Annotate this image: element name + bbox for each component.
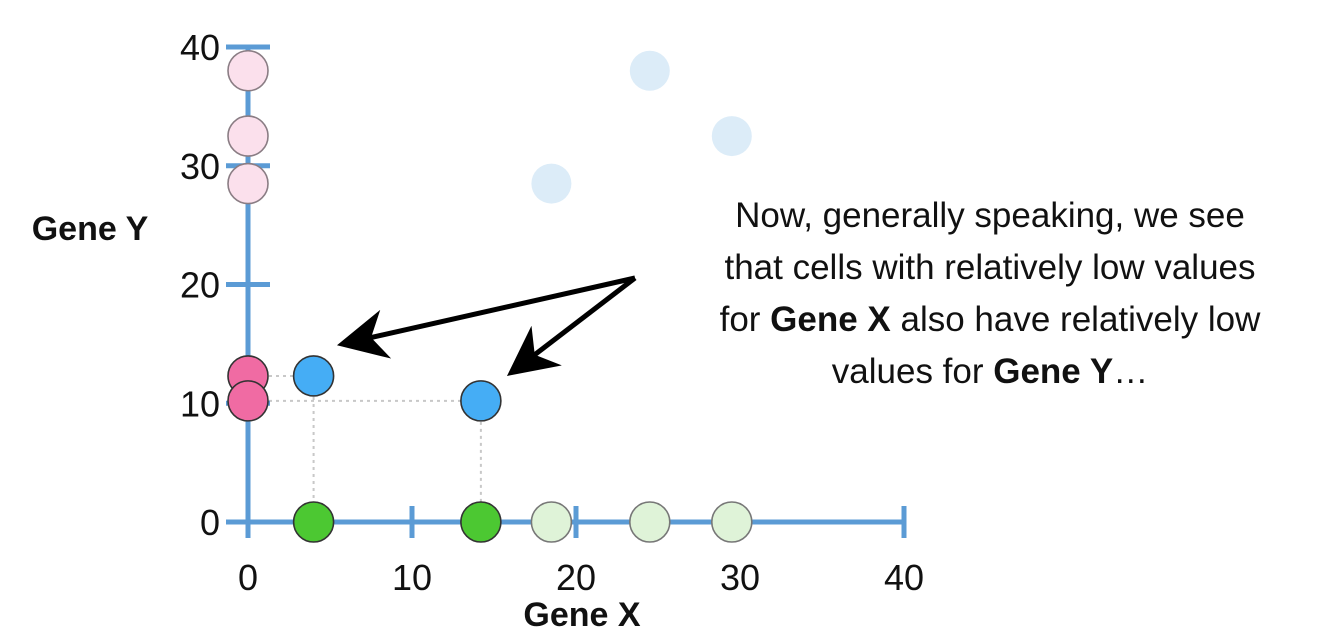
annotation-line-3: for Gene X also have relatively low: [640, 294, 1328, 346]
gene-x-point-faded: [710, 501, 753, 543]
cell-point-faded: [531, 163, 572, 204]
y-tick-label: 10: [180, 383, 220, 424]
x-tick-label: 20: [556, 557, 596, 598]
x-tick-label: 0: [238, 557, 258, 598]
gene-x-point-faded: [530, 501, 573, 543]
annotation-text-part: values for: [831, 352, 994, 391]
cell-point: [460, 380, 502, 422]
gene-x-point-faded: [628, 501, 671, 543]
gene-x-emphasis: Gene X: [770, 300, 891, 339]
y-axis-label: Gene Y: [32, 210, 149, 248]
x-axis-label: Gene X: [523, 596, 640, 634]
data-points: [227, 49, 753, 543]
gene-y-point-faded: [227, 49, 269, 92]
y-tick-label: 0: [200, 502, 220, 543]
y-tick-label: 20: [180, 265, 220, 306]
gene-y-point: [227, 380, 269, 422]
annotation-text: Now, generally speaking, we see that cel…: [640, 190, 1328, 398]
annotation-line-4: values for Gene Y…: [640, 346, 1328, 398]
annotation-arrow: [506, 276, 637, 376]
y-tick-label: 40: [180, 27, 220, 68]
x-tick-label: 10: [392, 557, 432, 598]
gene-y-emphasis: Gene Y: [993, 352, 1114, 391]
tick-labels: 0 10 20 30 40 0 10 20 30 40: [180, 27, 924, 598]
annotation-text-part: also have relatively low: [890, 300, 1261, 339]
cell-point-faded: [711, 116, 752, 157]
gene-x-point: [460, 501, 502, 543]
gene-y-point-faded: [227, 115, 269, 157]
gene-y-point-faded: [227, 162, 269, 205]
annotation-line-1: Now, generally speaking, we see: [735, 196, 1245, 235]
guide-lines: [248, 374, 482, 522]
annotation-arrows: [336, 275, 637, 376]
x-tick-label: 30: [720, 557, 760, 598]
annotation-text-part: for: [719, 300, 771, 339]
cell-point: [292, 355, 335, 397]
cell-point-faded: [629, 50, 670, 91]
annotation-text-part: …: [1113, 352, 1149, 391]
x-tick-label: 40: [884, 557, 924, 598]
y-tick-label: 30: [180, 146, 220, 187]
annotation-arrow: [336, 275, 636, 359]
annotation-line-2: that cells with relatively low values: [724, 248, 1256, 287]
gene-x-point: [292, 501, 335, 543]
